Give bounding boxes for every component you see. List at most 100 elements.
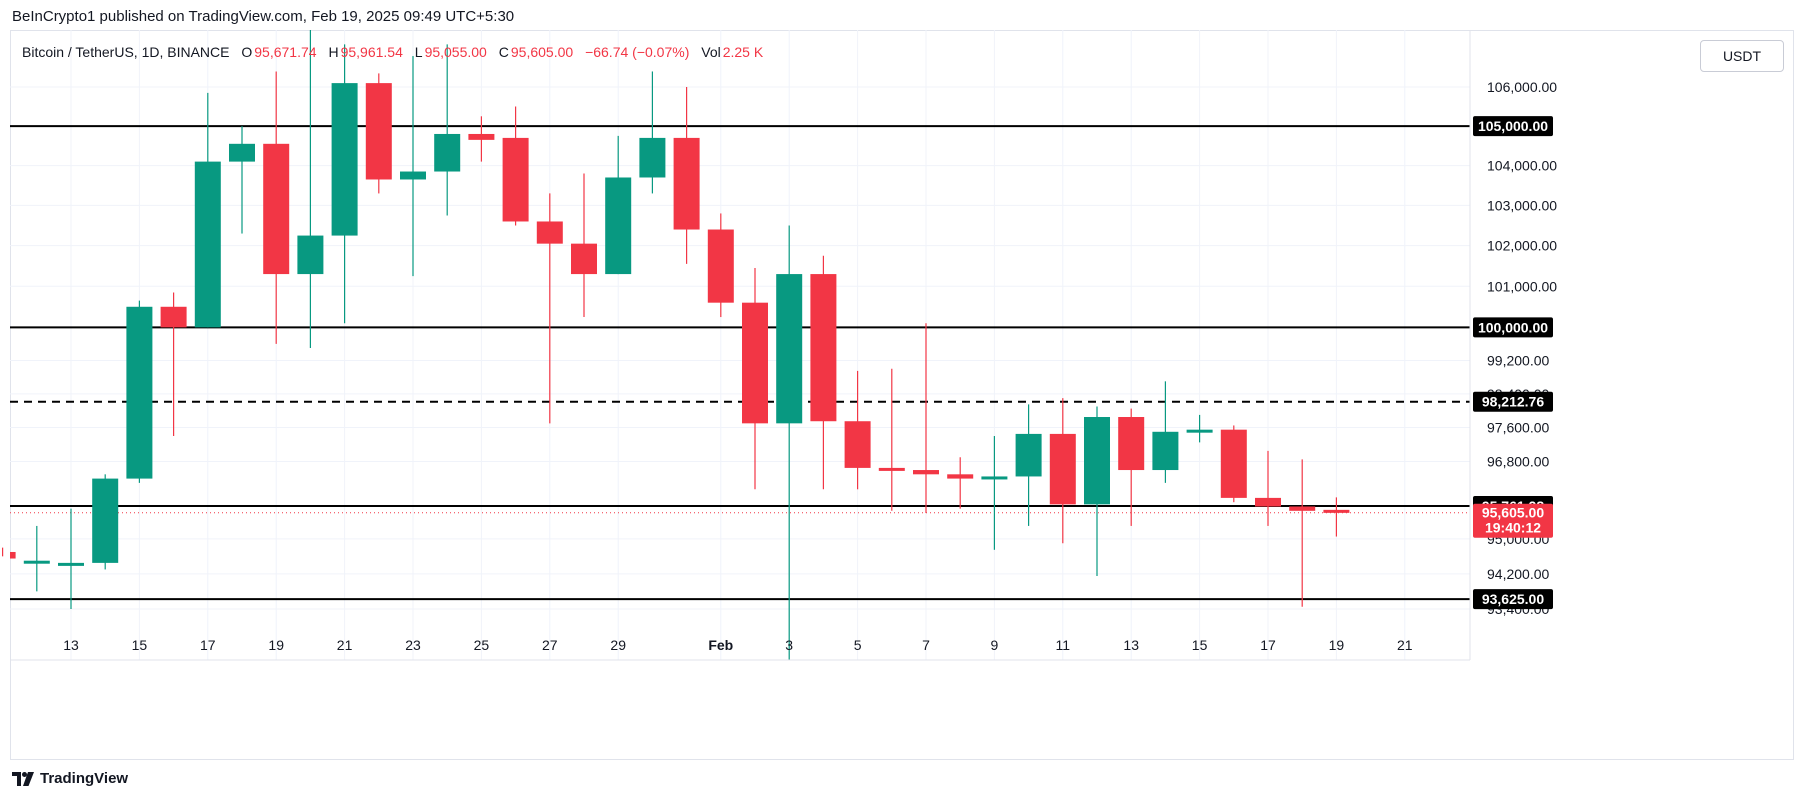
x-tick-label: 29 [610,637,626,653]
candle[interactable] [571,173,597,318]
level-tag [1473,589,1553,610]
candle-body [981,476,1008,480]
candle[interactable] [707,213,734,318]
candle[interactable] [1220,425,1247,503]
x-tick-label: 19 [268,637,284,653]
close-label: C [498,44,509,60]
candle-body [1152,431,1179,471]
candle-body [536,221,563,244]
candle[interactable] [400,55,426,277]
candle[interactable] [776,225,803,660]
x-tick-label: 9 [991,637,999,653]
publisher-caption: BeInCrypto1 published on TradingView.com… [12,8,515,25]
candle[interactable] [297,30,324,349]
volume-label: Vol [701,44,721,60]
candle-body [1015,433,1042,477]
y-tick-label: 96,800.00 [1487,454,1549,470]
candle[interactable] [947,457,974,509]
candle[interactable] [673,87,700,264]
time-axis: 13 15 17 19 21 23 25 27 29 Feb 3 5 7 9 11 13 15 17 19 21 [10,637,1470,661]
footer: TradingView [12,770,128,787]
candle-body [947,474,974,479]
level-tag [1473,116,1553,137]
candle[interactable] [331,44,358,324]
open-label: O [241,44,253,60]
candle[interactable] [878,368,905,511]
candle[interactable] [23,525,50,592]
candle[interactable] [810,255,837,490]
candle-body [297,235,324,275]
candle[interactable] [913,323,939,513]
x-tick-label: 11 [1056,637,1071,653]
candle[interactable] [1255,450,1281,526]
candle-body [194,161,221,328]
level-tag-label: 105,000.00 [1478,118,1548,134]
y-tick-label: 94,200.00 [1487,566,1549,582]
symbol-name[interactable]: Bitcoin / TetherUS, 1D, BINANCE [22,44,230,60]
candle[interactable] [263,71,290,344]
candle[interactable] [1186,414,1213,443]
candle[interactable] [126,300,153,483]
candle-body [160,306,187,328]
tradingview-logo-icon[interactable] [12,771,34,786]
candle[interactable] [639,71,666,194]
tradingview-brand[interactable]: TradingView [40,770,129,787]
candle[interactable] [468,116,495,162]
candle[interactable] [1152,381,1179,483]
candle[interactable] [1289,459,1316,607]
y-tick-label: 106,000.00 [1487,79,1557,95]
candle-body [1049,433,1076,505]
x-tick-label: 25 [474,637,490,653]
x-tick-label: 21 [1397,637,1413,653]
candle-body [10,551,16,559]
candle-body [502,137,529,222]
candle-body [878,467,905,471]
candle-body [1289,506,1316,511]
high-label: H [328,44,339,60]
candle[interactable] [1015,404,1042,526]
x-tick-label: 17 [1260,637,1276,653]
low-value: 95,055.00 [424,44,487,60]
last-price-label: 95,605.00 [1482,505,1544,521]
candle[interactable] [742,267,768,490]
candle-body [1186,429,1213,433]
candle[interactable] [1049,398,1076,544]
countdown-label: 19:40:12 [1485,520,1541,536]
candle-body [1118,417,1145,471]
candle[interactable] [1118,408,1145,526]
candle-body [58,562,84,566]
candle[interactable] [229,126,255,234]
candle[interactable] [1,547,16,559]
candle[interactable] [844,370,871,490]
candle[interactable] [194,92,221,328]
candle-body [1255,497,1281,507]
volume-value: 2.25 K [722,44,764,60]
candle[interactable] [434,44,461,216]
level-tag [1473,317,1553,338]
open-value: 95,671.74 [254,44,317,60]
candle-body [263,143,290,275]
chart-frame [10,30,1794,760]
candle[interactable] [92,474,119,570]
candle-body [742,302,768,424]
candle[interactable] [58,508,84,609]
candle-body [229,143,255,162]
candle[interactable] [1084,406,1110,577]
candle-body [23,560,50,564]
candle[interactable] [365,73,392,194]
candle[interactable] [1323,497,1350,537]
candle-body [400,171,426,180]
x-tick-label: 23 [405,637,421,653]
candle-body [1220,429,1247,498]
y-tick-label: 97,600.00 [1487,420,1549,436]
candle[interactable] [536,193,563,424]
candle[interactable] [605,135,632,275]
candle[interactable] [981,436,1008,550]
x-tick-label: 17 [200,637,216,653]
candle[interactable] [160,292,187,437]
y-tick-label: 102,000.00 [1487,238,1557,254]
candle[interactable] [502,106,529,226]
currency-selector[interactable]: USDT [1700,40,1784,72]
candle-body [673,137,700,230]
